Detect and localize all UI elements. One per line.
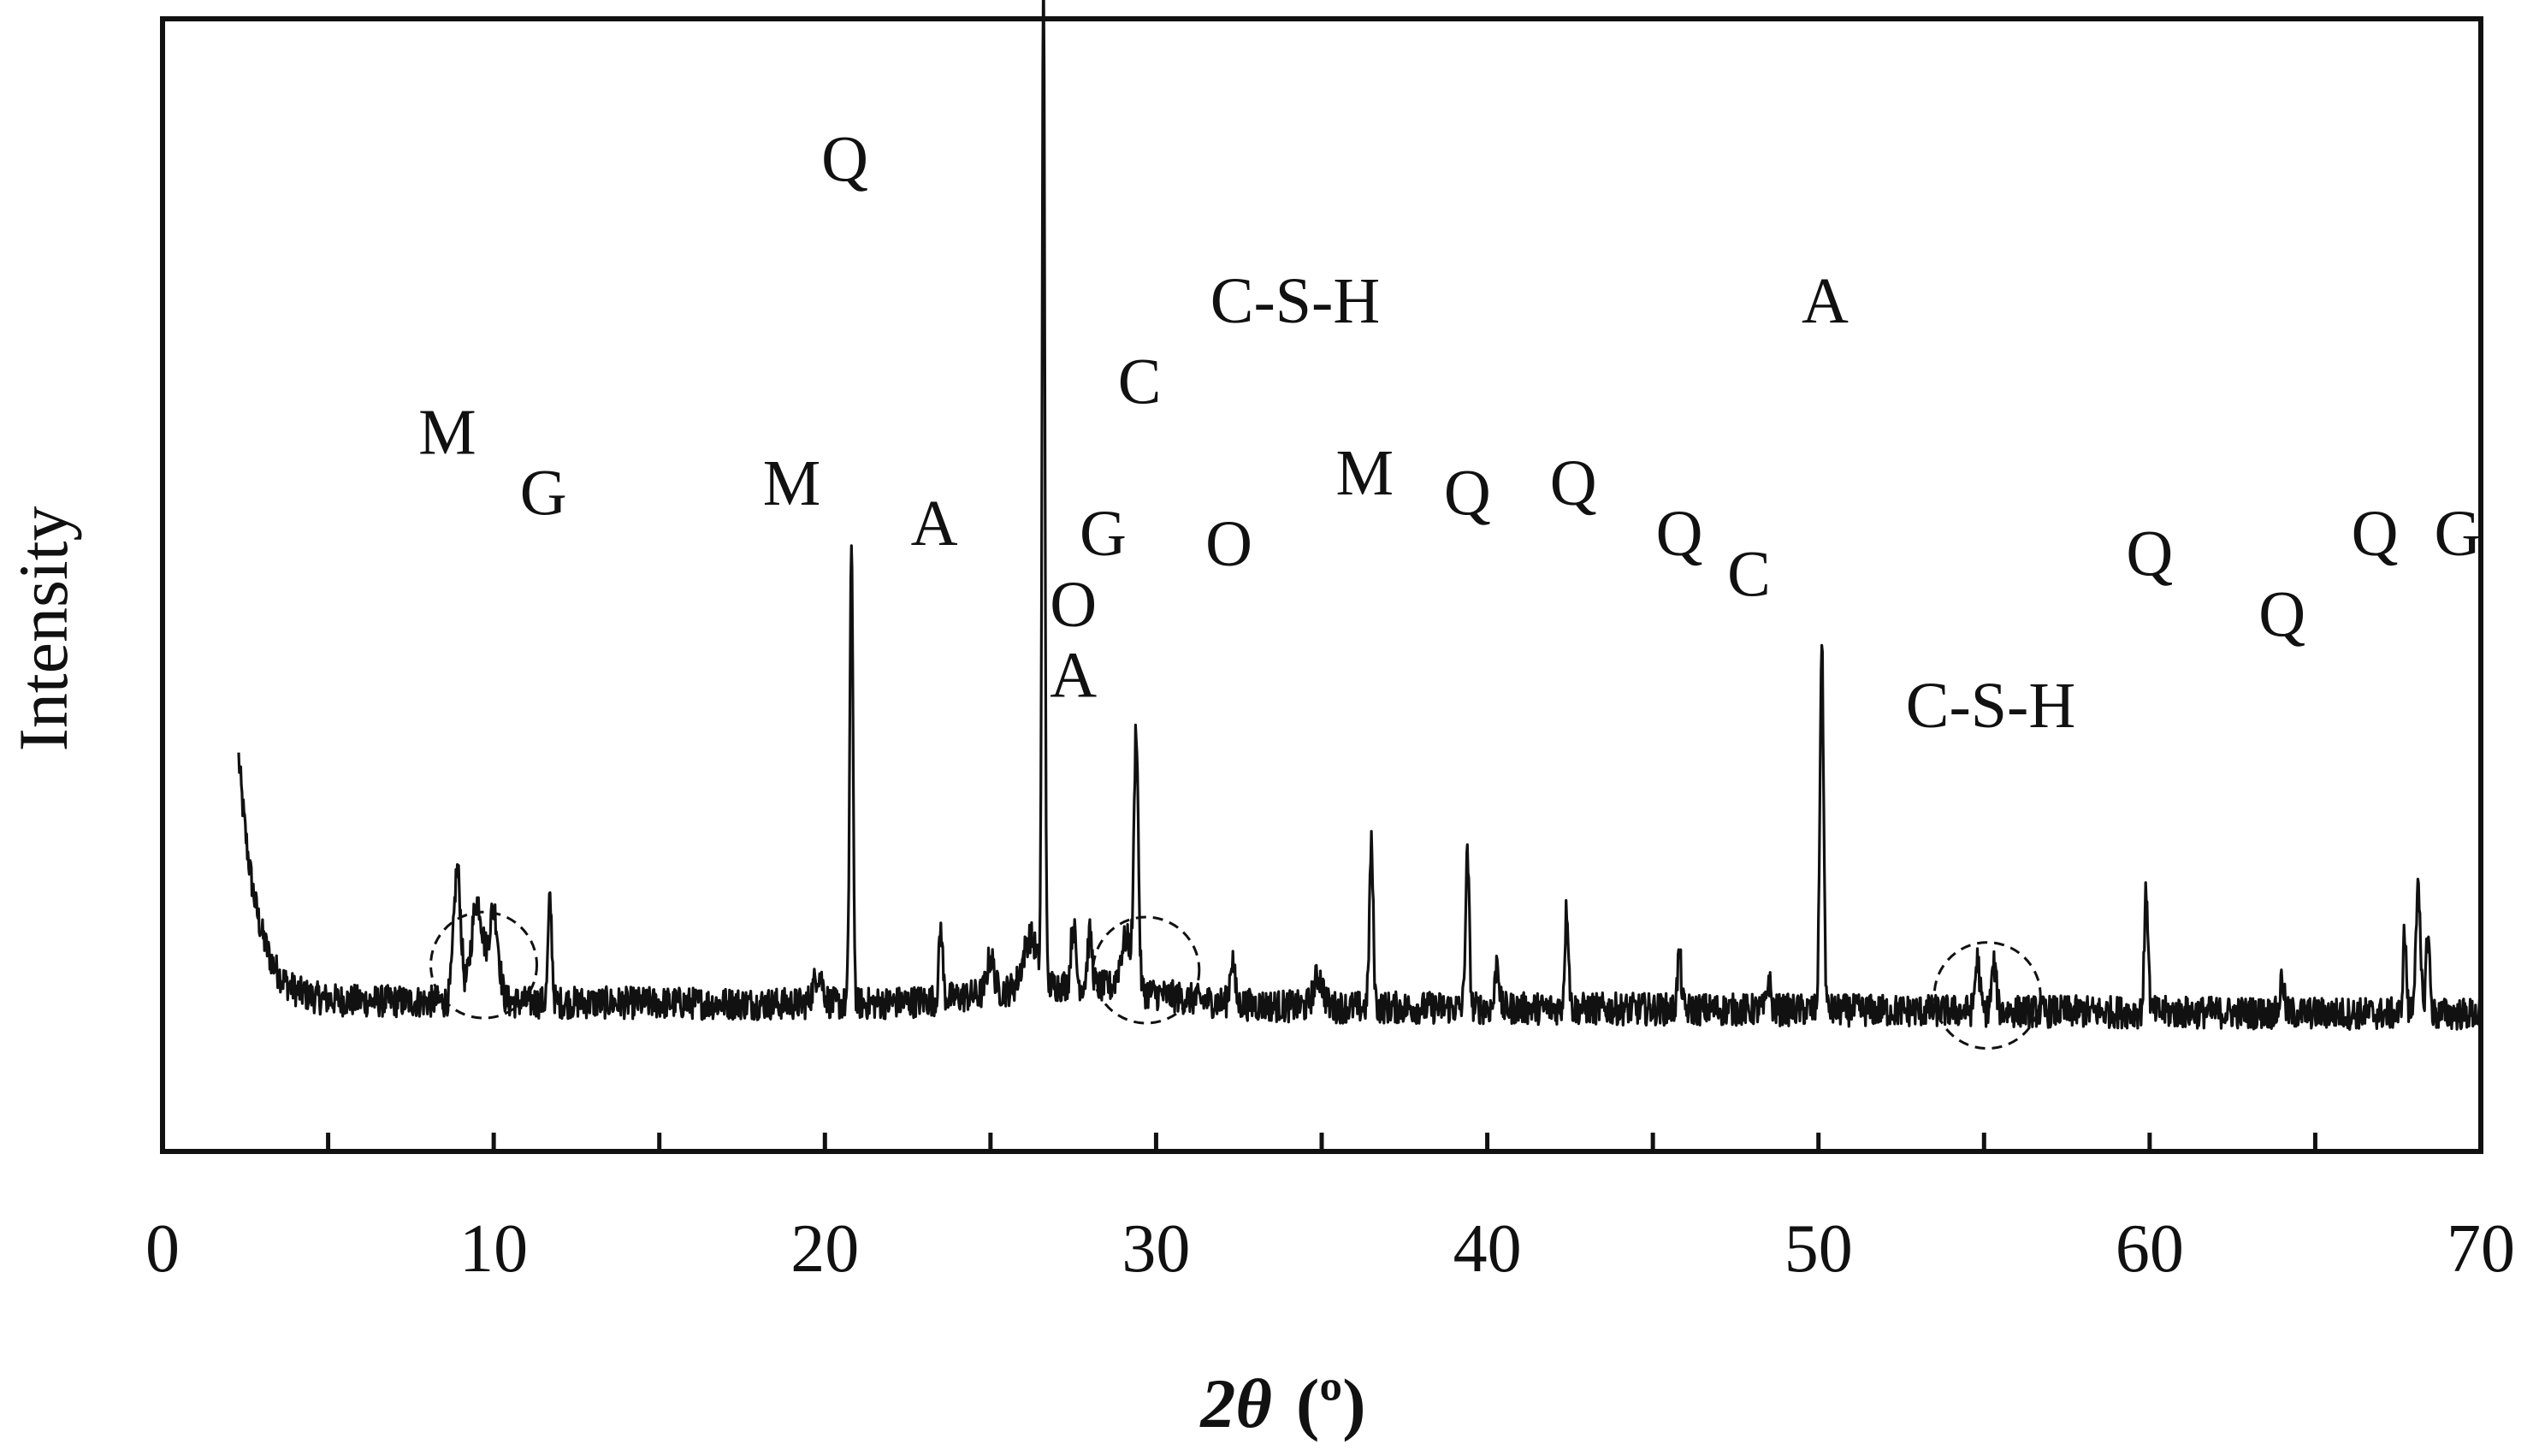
phase-label: Q bbox=[2258, 579, 2305, 651]
x-tick-label: 30 bbox=[1122, 1211, 1190, 1287]
highlight-circle bbox=[1932, 941, 2042, 1051]
phase-label: A bbox=[911, 488, 958, 559]
phase-label: M bbox=[763, 447, 821, 519]
diffraction-pattern-line bbox=[237, 0, 2482, 1031]
x-axis-unit: (º) bbox=[1296, 1364, 1366, 1442]
highlight-circles bbox=[429, 910, 2042, 1051]
phase-label: M bbox=[418, 397, 476, 469]
highlight-circle bbox=[429, 910, 539, 1020]
phase-label: Q bbox=[2126, 518, 2173, 590]
x-tick-label: 10 bbox=[459, 1211, 528, 1287]
x-axis-title: 2θ (º) bbox=[1199, 1364, 1365, 1442]
phase-label: A bbox=[1050, 640, 1097, 712]
phase-label: O bbox=[1050, 569, 1097, 641]
phase-label: C bbox=[1118, 346, 1162, 418]
phase-label: C-S-H bbox=[1210, 265, 1380, 337]
x-tick-label: 70 bbox=[2447, 1211, 2515, 1287]
phase-label: G bbox=[1080, 498, 1127, 570]
plot-area bbox=[237, 0, 2482, 1031]
x-tick-label: 40 bbox=[1453, 1211, 1522, 1287]
phase-label: Q bbox=[1444, 458, 1491, 530]
phase-label: M bbox=[1336, 437, 1394, 509]
x-tick-label: 50 bbox=[1784, 1211, 1853, 1287]
phase-label: A bbox=[1802, 265, 1849, 337]
x-tick-label: 60 bbox=[2116, 1211, 2184, 1287]
x-axis-symbol: 2θ bbox=[1199, 1364, 1272, 1442]
y-axis-title: Intensity bbox=[4, 506, 82, 752]
phase-label: Q bbox=[2352, 498, 2399, 570]
phase-label: Q bbox=[1656, 498, 1703, 570]
phase-label: C-S-H bbox=[1906, 670, 2075, 742]
phase-label: G bbox=[520, 458, 567, 530]
x-tick-label: 0 bbox=[145, 1211, 180, 1287]
phase-label: Q bbox=[1550, 447, 1597, 519]
phase-label: G bbox=[2434, 498, 2481, 570]
phase-label: C bbox=[1727, 538, 1771, 610]
phase-label: O bbox=[1205, 508, 1252, 580]
phase-label: Q bbox=[821, 123, 868, 195]
x-tick-label: 20 bbox=[790, 1211, 859, 1287]
highlight-circle bbox=[1092, 915, 1201, 1025]
x-axis-ticks: 0 10 20 30 40 50 60 70 bbox=[145, 1133, 2515, 1287]
plot-frame bbox=[160, 16, 2483, 1154]
